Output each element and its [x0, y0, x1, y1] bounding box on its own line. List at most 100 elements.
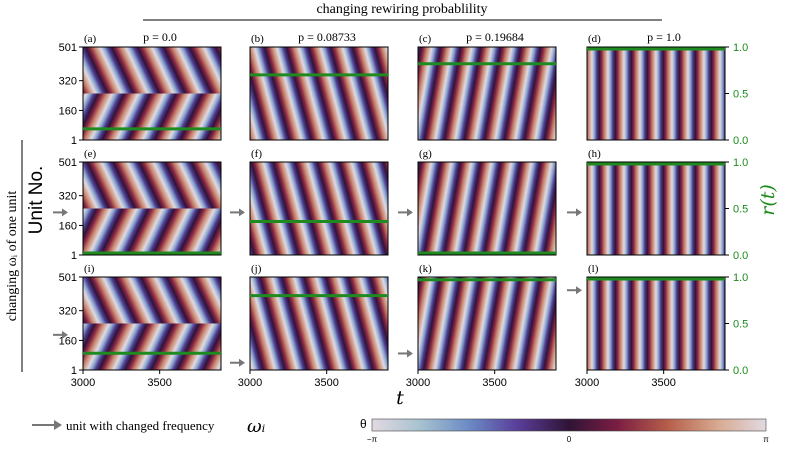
- panel-label: (k): [419, 263, 432, 275]
- panel: (c) p = 0.19684: [417, 30, 557, 141]
- legend-text: unit with changed frequency: [66, 418, 215, 433]
- y-tick-label: 501: [59, 157, 77, 169]
- r-tick-label: 0.5: [733, 204, 748, 216]
- arrow-icon: [62, 208, 68, 217]
- panel-frame: [417, 276, 557, 371]
- panel-label: (d): [588, 33, 601, 45]
- colorbar-label: θ: [360, 417, 367, 431]
- y-tick-label: 160: [59, 335, 77, 347]
- heatmap-lower: [83, 93, 221, 140]
- r-tick-label: 0.5: [733, 319, 748, 331]
- panel: (b) p = 0.08733: [249, 30, 389, 141]
- panel: (e) 1 160 320 501: [53, 148, 222, 262]
- r-tick-label: 0.0: [733, 135, 748, 147]
- colorbar: θ −π 0 π: [360, 417, 769, 444]
- panel: (a) p = 0.0 1 160 320 501: [59, 30, 222, 147]
- panel-label: (g): [419, 148, 432, 160]
- y-tick-label: 1: [71, 250, 77, 262]
- heatmap: [418, 47, 556, 140]
- panel-label: (e): [84, 148, 97, 160]
- heatmap-upper: [83, 277, 221, 324]
- panel-frame: [249, 161, 389, 256]
- panel-title: p = 1.0: [647, 30, 681, 44]
- x-tick-label: 3000: [406, 377, 430, 389]
- panel-frame: [249, 276, 389, 371]
- r-axis-label: r(t): [757, 184, 779, 216]
- heatmap: [418, 162, 556, 255]
- panel-frame: [82, 46, 222, 141]
- colorbar-tick-min: −π: [367, 435, 378, 444]
- panel-title: p = 0.19684: [466, 30, 524, 44]
- panel-frame: [82, 276, 222, 371]
- r-tick-label: 1.0: [733, 42, 748, 54]
- panel: (f): [230, 148, 389, 256]
- legend-symbol: ωᵢ: [247, 416, 266, 437]
- panel-frame: [82, 161, 222, 256]
- heatmap: [250, 277, 388, 370]
- arrow-icon: [407, 208, 413, 217]
- arrow-icon: [54, 420, 62, 430]
- row-label: changing ωᵢ of one unit: [5, 191, 20, 322]
- panel: (i) 1 160 320 501 3000 3500: [53, 263, 222, 389]
- y-tick-label: 320: [59, 191, 77, 203]
- panel-frame: [417, 46, 557, 141]
- panel-label: (l): [588, 263, 599, 275]
- panel-title: p = 0.08733: [298, 30, 356, 44]
- suptitle: changing rewiring probablility: [316, 2, 487, 17]
- r-tick-label: 0.0: [733, 250, 748, 262]
- panel-label: (c): [419, 33, 432, 45]
- heatmap: [250, 47, 388, 140]
- heatmap-upper: [83, 162, 221, 209]
- y-tick-label: 160: [59, 105, 77, 117]
- x-tick-label: 3000: [575, 377, 599, 389]
- panel-label: (f): [251, 148, 262, 160]
- panel: (l) 0.0 0.5 1.0 3000 3500: [567, 263, 748, 389]
- r-tick-label: 0.0: [733, 365, 748, 377]
- r-tick-label: 1.0: [733, 157, 748, 169]
- arrow-icon: [62, 330, 68, 339]
- arrow-icon: [407, 349, 413, 358]
- heatmap: [587, 47, 725, 140]
- panel-label: (j): [251, 263, 262, 275]
- panel-frame: [417, 161, 557, 256]
- panel: (j) 3000 3500: [230, 263, 389, 389]
- heatmap: [418, 277, 556, 370]
- colorbar-tick-zero: 0: [567, 435, 572, 444]
- panels-grid: (a) p = 0.0 1 160 320 501 (b) p = 0.08733 (c) p =…: [53, 30, 748, 389]
- panel: (d) p = 1.0 0.0 0.5 1.0: [586, 30, 748, 147]
- heatmap: [587, 277, 725, 370]
- arrow-icon: [239, 358, 245, 367]
- arrow-icon: [239, 208, 245, 217]
- x-tick-label: 3500: [147, 377, 171, 389]
- r-tick-label: 1.0: [733, 272, 748, 284]
- heatmap-lower: [83, 208, 221, 255]
- y-tick-label: 160: [59, 220, 77, 232]
- x-tick-label: 3500: [482, 377, 506, 389]
- arrow-icon: [576, 286, 582, 295]
- x-tick-label: 3500: [651, 377, 675, 389]
- heatmap: [250, 162, 388, 255]
- panel: (h) 0.0 0.5 1.0: [567, 148, 748, 262]
- panel-label: (h): [588, 148, 601, 160]
- y-tick-label: 320: [59, 306, 77, 318]
- y-tick-label: 320: [59, 76, 77, 88]
- y-tick-label: 1: [71, 365, 77, 377]
- legend: unit with changed frequency ωᵢ: [32, 416, 266, 437]
- x-tick-label: 3500: [314, 377, 338, 389]
- panel-label: (a): [84, 33, 97, 45]
- y-axis-label: Unit No.: [26, 166, 47, 235]
- x-axis-label: t: [396, 387, 404, 409]
- panel: (k) 3000 3500: [398, 263, 557, 389]
- panel-label: (i): [84, 263, 95, 275]
- arrow-icon: [576, 208, 582, 217]
- x-tick-label: 3000: [238, 377, 262, 389]
- panel-frame: [249, 46, 389, 141]
- colorbar-strip: [371, 418, 767, 432]
- heatmap: [587, 162, 725, 255]
- y-tick-label: 501: [59, 42, 77, 54]
- colorbar-tick-max: π: [763, 435, 769, 444]
- panel: (g): [398, 148, 557, 256]
- y-tick-label: 1: [71, 135, 77, 147]
- heatmap-lower: [83, 323, 221, 370]
